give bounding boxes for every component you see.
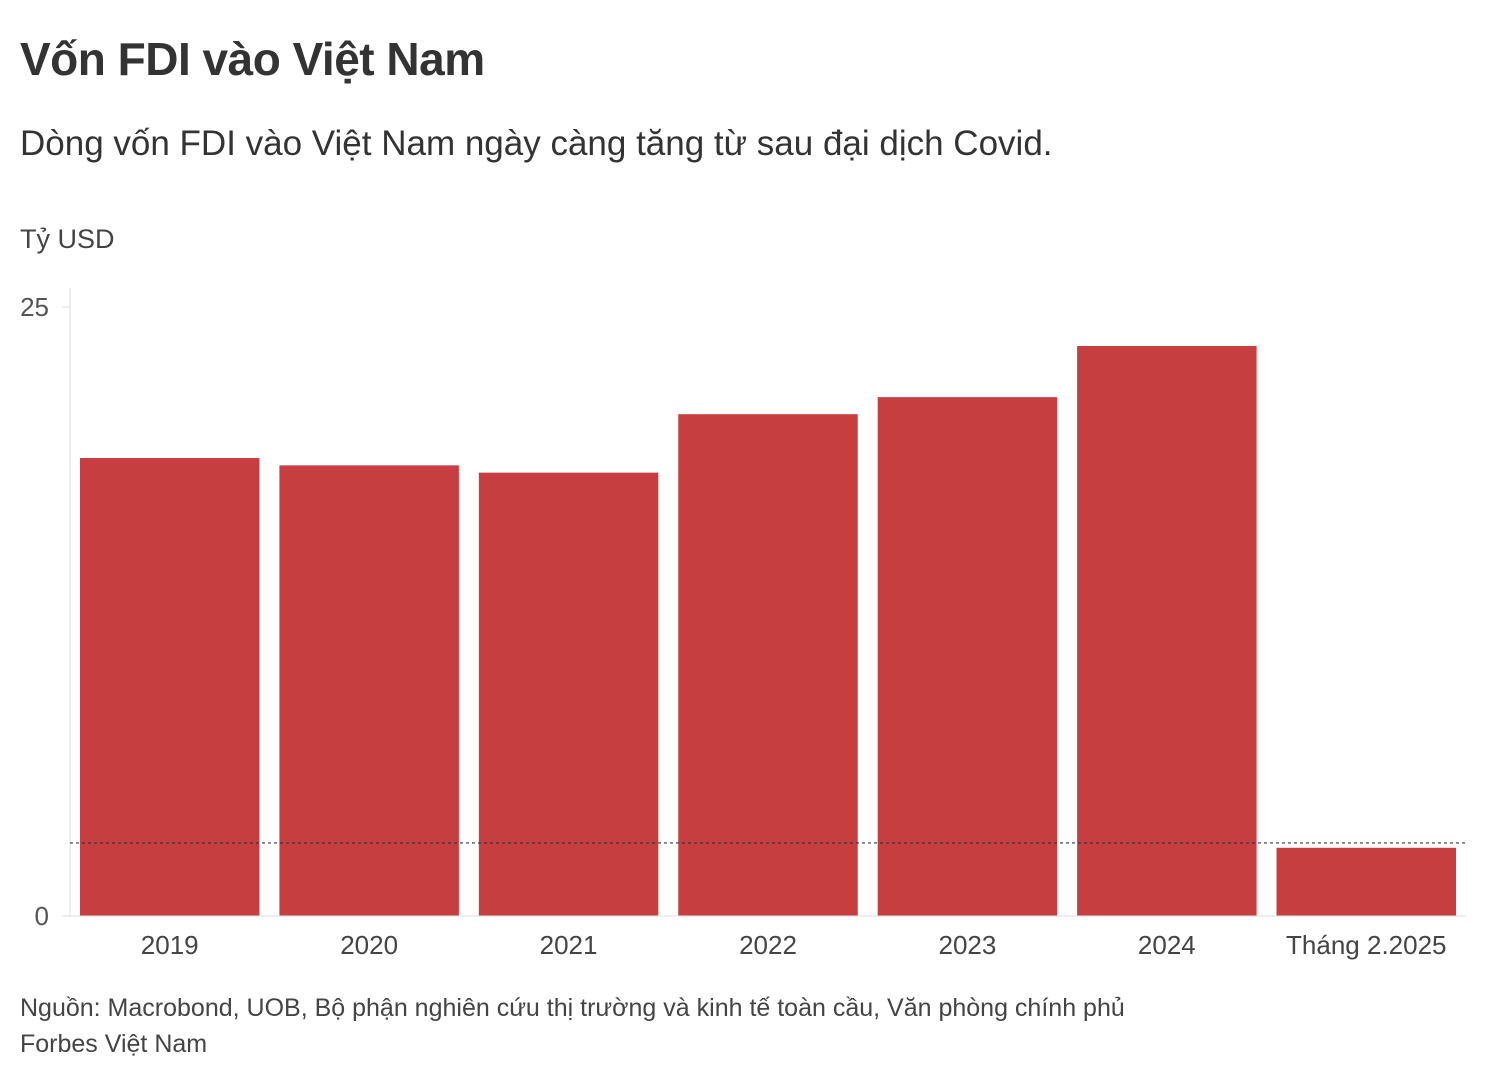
bar — [478, 472, 659, 916]
bar — [1077, 345, 1257, 916]
x-tick-label: 2020 — [340, 930, 398, 960]
bar — [79, 458, 260, 916]
publisher-credit: Forbes Việt Nam — [20, 1030, 208, 1058]
bar — [877, 397, 1058, 917]
bar — [1276, 847, 1457, 916]
chart-title: Vốn FDI vào Việt Nam — [20, 33, 485, 85]
y-tick-label: 0 — [35, 901, 49, 931]
bar — [279, 465, 459, 916]
x-tick-label: 2019 — [141, 930, 199, 960]
x-tick-label: 2023 — [939, 930, 997, 960]
y-tick-label: 25 — [20, 292, 49, 322]
x-tick-label: 2022 — [739, 930, 797, 960]
chart-subtitle: Dòng vốn FDI vào Việt Nam ngày càng tăng… — [20, 124, 1053, 163]
x-tick-label: 2021 — [540, 930, 598, 960]
bar-chart: 0 25 2019 2020 2021 2022 2023 2024 Tháng 2.2025 — [20, 288, 1466, 960]
y-axis-unit-label: Tỷ USD — [20, 224, 115, 254]
source-note: Nguồn: Macrobond, UOB, Bộ phận nghiên cứ… — [20, 994, 1125, 1022]
chart-footer: Nguồn: Macrobond, UOB, Bộ phận nghiên cứ… — [20, 990, 1125, 1062]
x-tick-label: 2024 — [1138, 930, 1196, 960]
x-tick-label: Tháng 2.2025 — [1286, 930, 1446, 960]
bar — [678, 414, 858, 916]
